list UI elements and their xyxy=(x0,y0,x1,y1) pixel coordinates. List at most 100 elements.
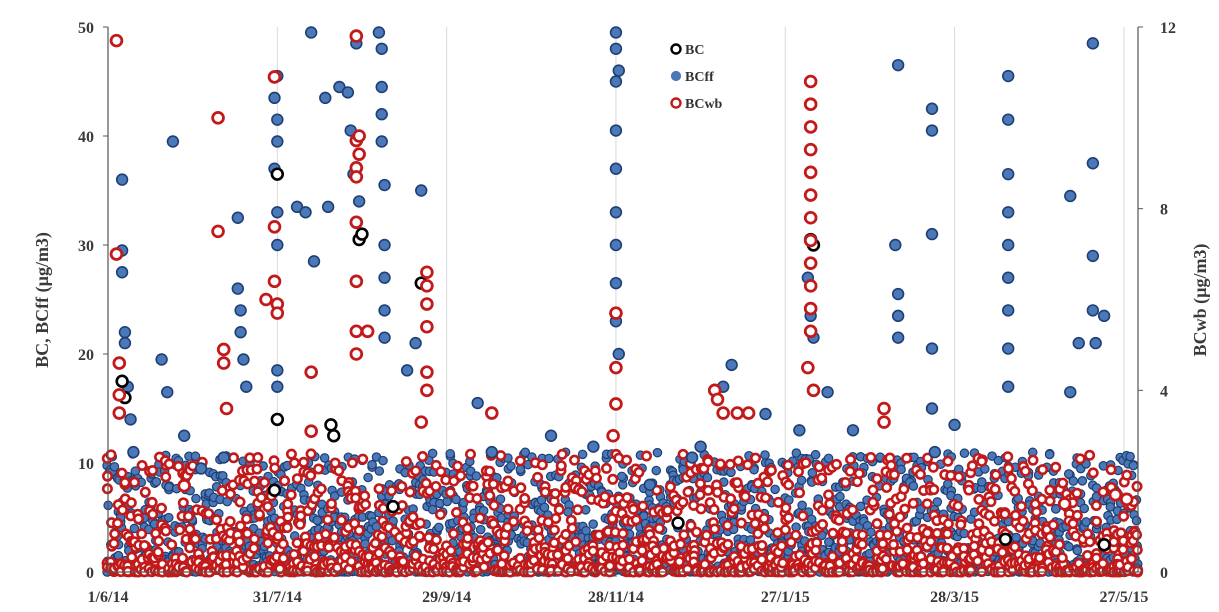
bcwb-density-point xyxy=(1002,451,1014,463)
y2-tick-label: 4 xyxy=(1160,383,1168,400)
bcff-density-point xyxy=(109,461,120,472)
bcff-density-point xyxy=(1105,502,1116,512)
bcwb-density-point xyxy=(1034,552,1046,564)
bcwb-point xyxy=(109,33,124,48)
bcff-density-point xyxy=(977,477,987,487)
bcwb-density-point xyxy=(519,492,531,504)
x-tick-label: 28/11/14 xyxy=(588,589,644,606)
bcwb-density-point xyxy=(502,475,514,487)
bcwb-density-point xyxy=(1121,469,1133,481)
bcff-point xyxy=(1001,167,1015,181)
bcwb-density-point xyxy=(942,455,954,467)
bcwb-point xyxy=(877,415,891,429)
bcff-point xyxy=(1001,238,1015,252)
bcff-point xyxy=(161,385,174,399)
bcff-point xyxy=(694,440,707,453)
bcff-density-point xyxy=(959,448,970,459)
bcwb-density-point xyxy=(756,554,768,566)
bcwb-density-point xyxy=(885,459,897,471)
bcwb-density-point xyxy=(413,530,425,542)
bcff-point xyxy=(155,353,168,366)
bcff-point xyxy=(925,227,939,241)
bcwb-density-point xyxy=(224,488,236,500)
bcwb-point xyxy=(1108,487,1123,502)
bcwb-point xyxy=(803,142,818,157)
bcwb-density-point xyxy=(839,477,851,489)
bcwb-density-point xyxy=(404,486,416,498)
bcff-point xyxy=(321,200,335,214)
bcwb-density-point xyxy=(1009,485,1021,497)
bcwb-density-point xyxy=(921,498,933,510)
bcwb-point xyxy=(877,401,891,416)
bcwb-point xyxy=(420,319,434,334)
bcff-point xyxy=(124,413,137,426)
bcwb-density-point xyxy=(288,457,300,469)
bcwb-density-point xyxy=(694,478,706,490)
bcwb-density-point xyxy=(728,503,740,515)
bcwb-density-point xyxy=(871,473,883,485)
bcwb-density-point xyxy=(315,483,327,495)
bcff-point xyxy=(891,309,905,323)
bcff-density-point xyxy=(1063,469,1074,479)
bcwb-density-point xyxy=(430,480,442,492)
bcff-density-point xyxy=(434,522,444,533)
bcff-point xyxy=(409,336,422,350)
bcff-point xyxy=(1001,69,1015,83)
bcwb-density-point xyxy=(478,561,490,573)
y-tick-label: 10 xyxy=(78,456,94,473)
bcwb-density-point xyxy=(735,517,747,529)
bcwb-density-point xyxy=(695,503,707,515)
legend-label-bcff: BCff xyxy=(685,70,714,85)
bcwb-density-point xyxy=(914,468,926,480)
bcwb-density-point xyxy=(921,527,933,539)
bcwb-density-point xyxy=(448,528,460,540)
bcwb-density-point xyxy=(887,539,899,551)
bcwb-point xyxy=(109,247,124,261)
bcwb-density-point xyxy=(313,463,325,475)
bcff-point xyxy=(115,266,129,279)
bcwb-density-point xyxy=(1131,544,1143,556)
bcff-point xyxy=(948,418,961,432)
bcff-density-point xyxy=(1077,476,1088,486)
bcwb-density-point xyxy=(183,510,195,522)
x-axis-ticks: 1/6/14 31/7/14 29/9/14 28/11/14 27/1/15 28/3/… xyxy=(88,572,1148,606)
bcff-density-point xyxy=(445,448,456,459)
bcwb-density-point xyxy=(108,537,120,549)
bcwb-point xyxy=(267,274,282,289)
bcwb-density-point xyxy=(184,542,196,554)
bcwb-density-point xyxy=(664,481,676,493)
bcff-density-point xyxy=(896,464,906,475)
bcff-point xyxy=(1064,385,1077,399)
x-tick-label: 28/3/15 xyxy=(930,589,979,606)
bcwb-density-point xyxy=(177,552,189,564)
bcwb-density-point xyxy=(627,503,639,515)
bcwb-density-point xyxy=(359,490,371,502)
bcwb-point xyxy=(352,129,366,143)
bcwb-density-point xyxy=(709,523,721,535)
bcff-density-point xyxy=(471,471,482,481)
bcwb-point xyxy=(304,365,318,379)
bcwb-density-point xyxy=(1044,531,1056,543)
bcwb-density-point xyxy=(621,492,633,504)
bcwb-density-point xyxy=(901,522,913,534)
bcff-point xyxy=(925,402,939,415)
bcff-point xyxy=(846,424,860,437)
bcwb-density-point xyxy=(760,492,772,504)
bcwb-point xyxy=(216,342,231,357)
bcwb-point xyxy=(1119,492,1134,507)
bcwb-density-point xyxy=(1026,485,1038,497)
bcwb-point xyxy=(420,279,434,293)
bcwb-density-point xyxy=(617,527,629,539)
bcwb-density-point xyxy=(435,466,447,478)
bcff-density-point xyxy=(807,468,818,478)
bcwb-density-point xyxy=(1047,519,1059,531)
bcff-density-point xyxy=(363,472,373,483)
bcff-density-point xyxy=(616,471,627,482)
bcwb-density-point xyxy=(502,503,514,515)
bcwb-density-point xyxy=(285,489,297,501)
y-tick-label: 50 xyxy=(78,20,94,37)
bcwb-density-point xyxy=(128,476,140,488)
bcff-point xyxy=(821,385,834,399)
bcwb-point xyxy=(267,220,282,234)
